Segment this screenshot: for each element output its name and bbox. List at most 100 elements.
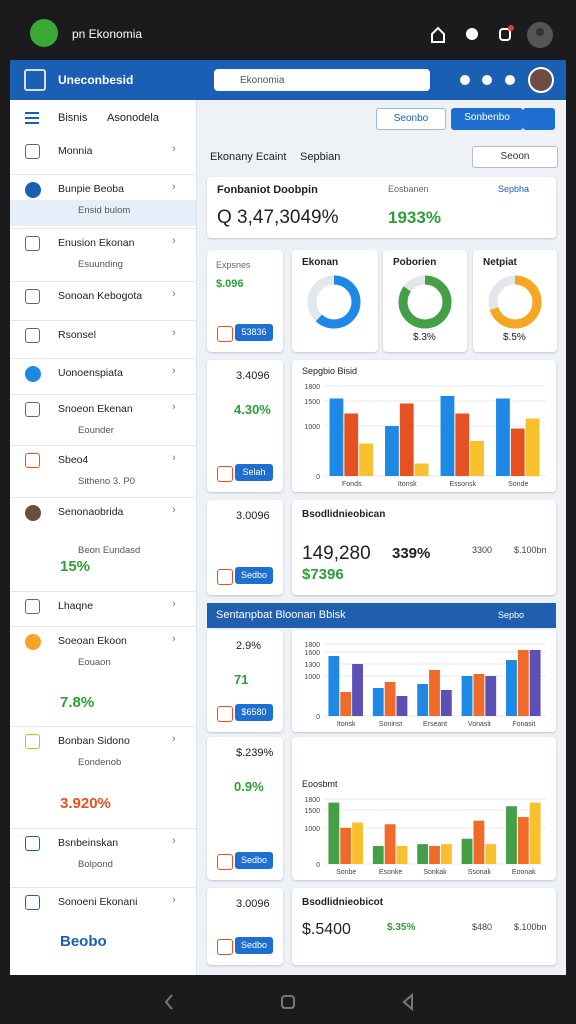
stat-change: 0.9%: [234, 779, 264, 794]
divider: [10, 174, 196, 175]
sidebar-tab[interactable]: Bisnis: [58, 112, 88, 124]
x-tick-label: Itonsk: [398, 481, 417, 488]
toolbar-button[interactable]: Seonbo: [376, 108, 446, 130]
sidebar-item[interactable]: Bsnbeinskan: [58, 837, 119, 849]
sidebar-item[interactable]: Soeoan Ekoon: [58, 635, 127, 647]
divider: [10, 445, 196, 446]
sidebar-item[interactable]: Uonoenspiata: [58, 367, 123, 379]
stat-change: 71: [234, 672, 249, 687]
sidebar-subtext: Eondenob: [78, 757, 122, 768]
banner-link[interactable]: Sepbo: [498, 610, 525, 620]
chevron: ›: [172, 401, 176, 413]
stat-button[interactable]: Sedbo: [235, 567, 273, 584]
sidebar-subtext: Esuunding: [78, 259, 123, 270]
bar: [328, 802, 340, 864]
filter-dropdown[interactable]: Seoon: [472, 146, 558, 168]
sidebar-icon: [25, 144, 40, 159]
sidebar-item[interactable]: Senonaobrida: [58, 506, 124, 518]
chart-title: Sepgbio Bisid: [302, 366, 357, 376]
divider: [10, 281, 196, 282]
bar: [529, 650, 541, 716]
sidebar-item[interactable]: Monnia: [58, 145, 93, 157]
chevron: ›: [172, 327, 176, 339]
chevron: ›: [172, 288, 176, 300]
stat-button[interactable]: Sedbo: [235, 852, 273, 869]
divider: [10, 887, 196, 888]
menu-icon[interactable]: [24, 111, 40, 125]
sidebar-tab[interactable]: Asonodela: [107, 112, 159, 124]
highlight-stat: $480: [472, 922, 493, 932]
stat-value: 2.9%: [236, 640, 262, 652]
status-title: pn Ekonomia: [72, 27, 143, 41]
sidebar-icon: [25, 599, 40, 614]
x-tick-label: Fonds: [342, 481, 362, 488]
x-tick-label: Ssonak: [468, 869, 492, 876]
x-tick-label: Essonsk: [450, 481, 477, 488]
bar: [340, 692, 352, 716]
banner-title: Sentanpbat Bloonan Bbisk: [216, 609, 346, 621]
bar: [529, 802, 541, 864]
chart: Sepgbio Bisid 0 1000 1500 1800 Fonds Itonsk Ess…: [302, 366, 546, 488]
bar: [506, 806, 517, 864]
stat-button[interactable]: 53836: [235, 324, 273, 341]
sidebar-icon: [25, 453, 40, 468]
sidebar-item[interactable]: Enusion Ekonan: [58, 237, 135, 249]
sidebar-value: 15%: [60, 558, 91, 575]
donut-card: [383, 250, 467, 352]
x-tick-label: Sonde: [508, 481, 528, 488]
bar: [399, 403, 414, 476]
sidebar-item[interactable]: Sonoeni Ekonani: [58, 896, 138, 908]
stat-button[interactable]: $6580: [235, 704, 273, 721]
sidebar-value: 3.920%: [60, 795, 111, 812]
sidebar-item[interactable]: Bonban Sidono: [58, 735, 130, 747]
donut-title: Poborien: [393, 257, 437, 268]
sidebar-value: 7.8%: [60, 694, 95, 711]
sidebar-icon: [25, 402, 40, 417]
divider: [10, 626, 196, 627]
bar: [385, 426, 399, 476]
search-box[interactable]: [214, 69, 430, 91]
x-tick-label: Soninst: [379, 721, 402, 728]
sidebar-item[interactable]: Snoeon Ekenan: [58, 403, 133, 415]
sidebar-item[interactable]: Sonoan Kebogota: [58, 290, 143, 302]
bar: [440, 690, 452, 716]
summary-value: Q 3,47,3049%: [217, 207, 339, 228]
sidebar-subtext: Eounder: [78, 425, 114, 436]
primary-button[interactable]: Sonbenbo: [451, 108, 523, 130]
divider: [10, 726, 196, 727]
donut-label: $.5%: [503, 332, 526, 343]
bar: [396, 845, 408, 864]
donut-label: $.3%: [413, 332, 436, 343]
app-logo[interactable]: [30, 19, 58, 47]
bar: [525, 418, 540, 476]
donut-arc: [398, 275, 452, 329]
stat-change: 4.30%: [234, 402, 271, 417]
search-button[interactable]: [523, 108, 555, 130]
summary-link[interactable]: Sepbha: [498, 184, 530, 194]
y-tick-label: 1300: [304, 662, 320, 669]
stat-button[interactable]: Sedbo: [235, 937, 273, 954]
chart: [488, 275, 542, 329]
sidebar-item[interactable]: Bunpie Beoba: [58, 183, 124, 195]
sidebar-item[interactable]: Rsonsel: [58, 329, 96, 341]
sidebar-subtext: Eouaon: [78, 657, 111, 668]
sidebar-value: Beobo: [60, 933, 107, 950]
bar: [429, 670, 440, 716]
sidebar-item[interactable]: Lhaqne: [58, 600, 94, 612]
brand-icon: [24, 69, 46, 91]
sidebar-icon: [25, 505, 41, 521]
y-tick-label: 1000: [304, 674, 320, 681]
bar: [440, 844, 452, 864]
highlight-card: [292, 888, 556, 965]
chevron: ›: [172, 835, 176, 847]
brand: Uneconbesid: [58, 73, 134, 87]
y-tick-label: 0: [316, 714, 320, 721]
sidebar-item[interactable]: Sbeo4: [58, 454, 89, 466]
summary-title: Fonbaniot Doobpin: [217, 184, 318, 196]
bar: [329, 398, 344, 476]
highlight-stat: 3300: [472, 545, 493, 555]
stat-button[interactable]: Selah: [235, 464, 273, 481]
banner: [207, 603, 556, 628]
sidebar-active-row: [10, 200, 196, 226]
